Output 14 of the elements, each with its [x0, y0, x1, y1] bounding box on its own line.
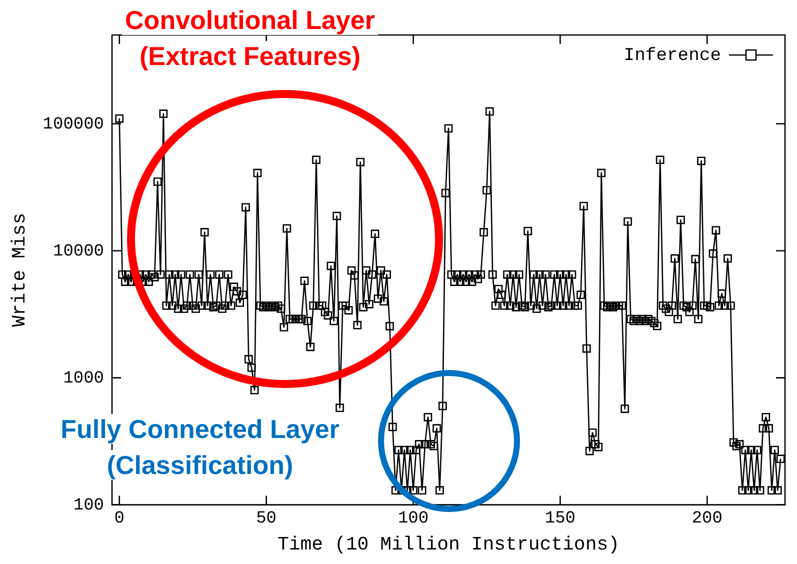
x-tick-label: 0: [114, 510, 124, 528]
y-axis-title: Write Miss: [8, 212, 30, 327]
annotation: Convolutional Layer (Extract Features): [124, 5, 376, 71]
y-tick-label: 1000: [63, 369, 104, 388]
y-tick-label: 100: [73, 496, 104, 516]
legend-label: Inference: [624, 46, 722, 66]
y-tick-label: 100000: [42, 115, 104, 134]
annotation: Fully Connected Layer (Classification): [60, 414, 340, 480]
x-tick-label: 150: [544, 510, 576, 528]
y-tick-label: 10000: [52, 242, 104, 262]
x-tick-label: 50: [256, 510, 276, 528]
x-tick-label: 200: [692, 510, 722, 528]
x-tick-label: 100: [398, 510, 429, 528]
x-axis-title: Time (10 Million Instructions): [277, 534, 620, 556]
